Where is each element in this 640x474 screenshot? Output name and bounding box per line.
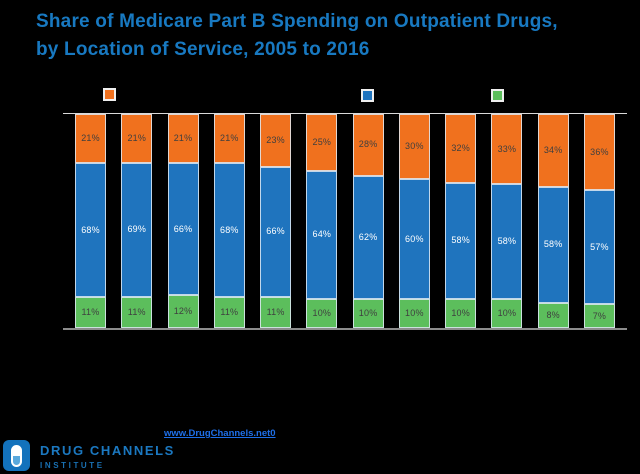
bar-2006: 21% 69% 11%: [121, 114, 153, 329]
data-label: 58%: [497, 236, 517, 247]
segment-green-bottom-segment-2016: 7%: [583, 304, 615, 328]
page-title: Share of Medicare Part B Spending on Out…: [36, 8, 632, 64]
data-label: 11%: [81, 307, 100, 318]
data-label: 68%: [81, 224, 100, 235]
data-label: 10%: [405, 307, 424, 318]
data-label: 32%: [451, 142, 470, 153]
bar-2013: 32% 58% 10%: [445, 114, 477, 328]
bar-2012: 30% 60% 10%: [398, 114, 430, 328]
segment-blue-middle-segment-2015: 58%: [537, 186, 569, 303]
segment-blue-middle-segment-2006: 69%: [121, 162, 153, 298]
bar-2008: 21% 68% 11%: [213, 114, 245, 328]
data-label: 8%: [546, 309, 560, 320]
data-label: 60%: [405, 233, 424, 244]
segment-green-bottom-segment-2014: 10%: [491, 299, 523, 328]
segment-blue-middle-segment-2007: 66%: [167, 163, 199, 296]
segment-blue-middle-segment-2016: 57%: [583, 190, 615, 305]
data-label: 11%: [127, 307, 146, 318]
segment-blue-middle-segment-2013: 58%: [445, 182, 477, 299]
data-label: 25%: [312, 136, 332, 147]
legend-swatch-green: [491, 89, 504, 102]
segment-blue-middle-segment-2008: 68%: [213, 163, 245, 298]
segment-orange-top-segment-2008: 21%: [213, 114, 245, 164]
data-label: 28%: [358, 139, 378, 150]
segment-blue-middle-segment-2005: 68%: [75, 163, 106, 298]
segment-orange-top-segment-2015: 34%: [537, 114, 569, 187]
data-label: 7%: [592, 310, 607, 321]
drug-channels-logo: DRUG CHANNELS INSTITUTE: [3, 440, 175, 471]
page-title-line1: Share of Medicare Part B Spending on Out…: [36, 11, 558, 32]
page-title-line2: by Location of Service, 2005 to 2016: [36, 39, 370, 60]
bar-2007: 21% 66% 12%: [167, 114, 199, 328]
data-label: 36%: [590, 146, 609, 157]
segment-green-bottom-segment-2005: 11%: [75, 297, 106, 328]
data-label: 11%: [220, 307, 239, 318]
data-label: 69%: [127, 224, 147, 235]
segment-green-bottom-segment-2011: 10%: [352, 298, 384, 328]
legend-swatch-orange: [103, 88, 116, 101]
bar-2015: 34% 58% 8%: [537, 114, 569, 329]
data-label: 33%: [497, 143, 517, 154]
data-label: 66%: [266, 226, 285, 237]
segment-blue-middle-segment-2011: 62%: [352, 175, 384, 299]
segment-blue-middle-segment-2014: 58%: [491, 184, 523, 300]
segment-orange-top-segment-2005: 21%: [75, 114, 106, 164]
data-label: 34%: [543, 144, 563, 155]
segment-orange-top-segment-2007: 21%: [167, 114, 199, 164]
bar-2014: 33% 58% 10%: [491, 114, 523, 328]
data-label: 21%: [127, 132, 147, 143]
segment-green-bottom-segment-2010: 10%: [306, 298, 338, 328]
pill-shape: [11, 444, 22, 467]
segment-orange-top-segment-2012: 30%: [398, 114, 430, 180]
data-label: 30%: [405, 141, 424, 152]
bar-2010: 25% 64% 10%: [306, 114, 338, 328]
bar-2016: 36% 57% 7%: [583, 114, 615, 328]
data-label: 21%: [173, 133, 193, 144]
data-label: 68%: [219, 224, 239, 235]
segment-green-bottom-segment-2013: 10%: [445, 298, 477, 328]
segment-orange-top-segment-2014: 33%: [491, 114, 523, 185]
logo-name: DRUG CHANNELS: [40, 443, 175, 458]
data-label: 66%: [173, 223, 193, 234]
segment-orange-top-segment-2011: 28%: [352, 114, 384, 176]
segment-green-bottom-segment-2012: 10%: [398, 298, 430, 328]
data-label: 64%: [312, 229, 332, 240]
bar-2009: 23% 66% 11%: [260, 114, 292, 328]
segment-orange-top-segment-2013: 32%: [445, 114, 477, 183]
bar-2005: 21% 68% 11%: [75, 114, 106, 328]
data-label: 10%: [312, 307, 332, 318]
data-label: 57%: [590, 241, 609, 252]
segment-blue-middle-segment-2010: 64%: [306, 170, 338, 299]
data-label: 23%: [266, 134, 285, 145]
segment-blue-middle-segment-2012: 60%: [398, 179, 430, 299]
plot-area: 21% 68% 11% 21% 69% 11% 21% 66% 12% 21% 68% 11% 23% 6…: [63, 113, 627, 330]
data-label: 10%: [358, 307, 378, 318]
segment-green-bottom-segment-2007: 12%: [167, 295, 199, 328]
drugchannels-link[interactable]: www.DrugChannels.net0: [164, 428, 276, 439]
data-label: 58%: [543, 239, 563, 250]
capsule-icon: [3, 440, 30, 471]
data-label: 21%: [219, 133, 239, 143]
logo-text: DRUG CHANNELS INSTITUTE: [40, 440, 175, 471]
segment-orange-top-segment-2006: 21%: [121, 114, 153, 163]
data-label: 58%: [451, 235, 470, 246]
data-label: 12%: [173, 306, 193, 317]
segment-green-bottom-segment-2006: 11%: [121, 297, 153, 329]
legend-swatch-blue: [361, 89, 374, 102]
segment-green-bottom-segment-2009: 11%: [260, 297, 292, 328]
bar-2011: 28% 62% 10%: [352, 114, 384, 328]
segment-green-bottom-segment-2008: 11%: [213, 297, 245, 328]
data-label: 21%: [81, 133, 100, 143]
logo-subtitle: INSTITUTE: [40, 461, 105, 470]
segment-orange-top-segment-2016: 36%: [583, 114, 615, 191]
data-label: 10%: [497, 308, 517, 319]
segment-green-bottom-segment-2015: 8%: [537, 302, 569, 329]
segment-orange-top-segment-2010: 25%: [306, 114, 338, 171]
data-label: 62%: [358, 231, 378, 242]
data-label: 11%: [266, 307, 285, 318]
segment-blue-middle-segment-2009: 66%: [260, 166, 292, 298]
data-label: 10%: [451, 307, 470, 318]
segment-orange-top-segment-2009: 23%: [260, 114, 292, 167]
